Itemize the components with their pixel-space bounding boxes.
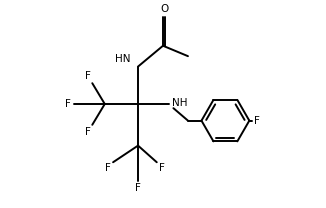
Text: F: F: [105, 163, 111, 173]
Text: NH: NH: [172, 98, 187, 108]
Text: F: F: [254, 116, 260, 126]
Text: HN: HN: [115, 54, 131, 64]
Text: F: F: [85, 71, 91, 81]
Text: F: F: [159, 163, 165, 173]
Text: F: F: [65, 99, 71, 109]
Text: O: O: [160, 4, 168, 14]
Text: F: F: [135, 183, 141, 193]
Text: F: F: [85, 127, 91, 137]
